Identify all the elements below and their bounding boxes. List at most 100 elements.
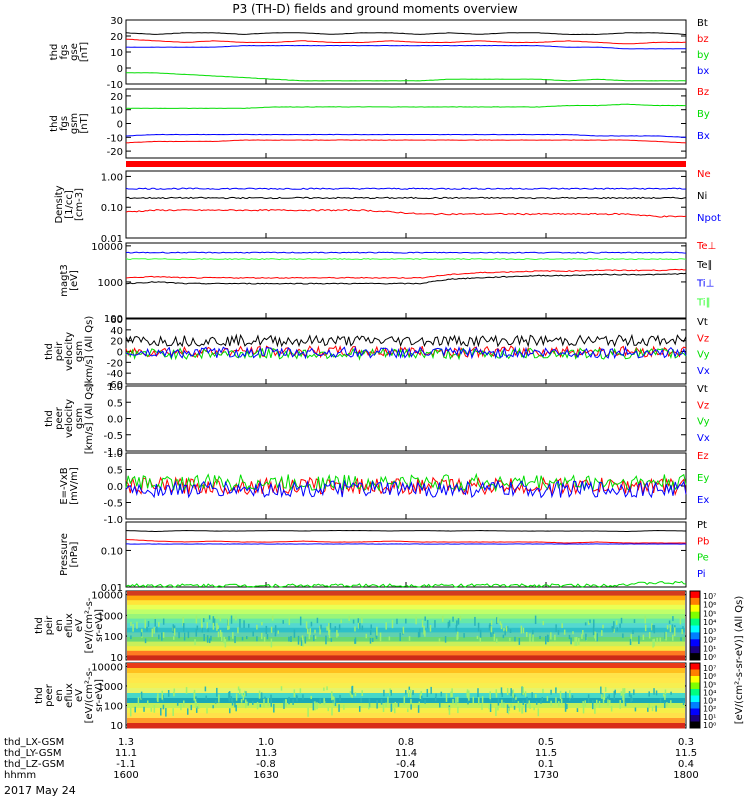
y-tick-label: -0.5 bbox=[103, 499, 123, 510]
spectrogram-noise bbox=[651, 623, 653, 631]
spectrogram-noise bbox=[457, 696, 459, 703]
spectrogram-noise bbox=[490, 620, 493, 626]
x-axis-value: -0.4 bbox=[396, 759, 416, 770]
y-tick-label: -60 bbox=[107, 380, 123, 391]
legend-ey: Ey bbox=[697, 473, 709, 484]
spectrogram-noise bbox=[554, 634, 556, 641]
y-axis-label: thd bbox=[34, 617, 45, 634]
spectrogram-noise bbox=[394, 702, 397, 707]
spectrogram-noise bbox=[153, 627, 155, 634]
spectrogram-noise bbox=[237, 627, 239, 634]
spectrogram-noise bbox=[421, 695, 423, 701]
y-tick-label: 0.0 bbox=[107, 482, 123, 493]
y-axis-label: en bbox=[54, 689, 65, 702]
spectrogram-noise bbox=[424, 616, 426, 621]
spectrogram-noise bbox=[559, 690, 562, 700]
colorbar-tick-label: 10⁰ bbox=[703, 653, 716, 662]
colorbar-tick-label: 10⁷ bbox=[703, 664, 716, 673]
spectrogram-noise bbox=[512, 689, 514, 698]
spectrogram-noise bbox=[613, 621, 615, 629]
spectrogram-noise bbox=[614, 689, 616, 695]
y-axis-label: velocity bbox=[64, 332, 75, 371]
y-tick-label: -20 bbox=[107, 147, 123, 158]
spectrogram-noise bbox=[156, 626, 158, 633]
spectrogram-noise bbox=[314, 629, 316, 634]
y-tick-label: 1000 bbox=[98, 611, 123, 622]
y-axis-label: eflux bbox=[64, 683, 75, 708]
spectrogram-noise bbox=[555, 697, 557, 704]
spectrogram-noise bbox=[134, 706, 136, 713]
legend-ez: Ez bbox=[697, 451, 709, 462]
y-tick-label: 100 bbox=[104, 701, 123, 712]
spectrogram-noise bbox=[271, 615, 274, 621]
spectrogram-noise bbox=[260, 632, 263, 640]
legend-ne: Ne bbox=[697, 169, 711, 180]
spectrogram-noise bbox=[270, 638, 273, 648]
spectrogram-noise bbox=[520, 625, 523, 634]
spectrogram-noise bbox=[391, 702, 394, 711]
spectrogram-noise bbox=[162, 632, 165, 638]
spectrogram-noise bbox=[326, 686, 328, 691]
spectrogram-band bbox=[127, 646, 685, 652]
spectrogram-noise bbox=[197, 703, 200, 709]
spectrogram-noise bbox=[241, 636, 244, 641]
x-axis-row-label: thd_LX-GSM bbox=[4, 737, 64, 748]
spectrogram-noise bbox=[653, 625, 656, 634]
spectrogram-noise bbox=[497, 706, 499, 711]
y-axis-label: thd bbox=[44, 410, 55, 427]
spectrogram-noise bbox=[245, 691, 247, 697]
spectrogram-noise bbox=[672, 634, 674, 641]
spectrogram-noise bbox=[137, 697, 140, 706]
spectrogram-noise bbox=[235, 704, 237, 712]
spectrogram-noise bbox=[662, 693, 665, 697]
spectrogram-noise bbox=[435, 693, 437, 697]
legend-ni: Ni bbox=[697, 191, 707, 202]
spectrogram-noise bbox=[506, 626, 509, 632]
spectrogram-noise bbox=[582, 706, 585, 714]
spectrogram-noise bbox=[644, 624, 647, 632]
spectrogram-noise bbox=[358, 620, 360, 629]
spectrogram-noise bbox=[402, 626, 405, 634]
spectrogram-noise bbox=[669, 625, 672, 633]
spectrogram-noise bbox=[510, 688, 512, 697]
spectrogram-noise bbox=[376, 700, 378, 709]
spectrogram-noise bbox=[256, 636, 258, 642]
spectrogram-noise bbox=[578, 638, 580, 645]
spectrogram-noise bbox=[679, 616, 682, 625]
spectrogram-noise bbox=[620, 617, 623, 624]
spectrogram-noise bbox=[540, 700, 542, 704]
spectrogram-noise bbox=[513, 705, 516, 710]
spectrogram-noise bbox=[274, 633, 277, 637]
spectrogram-noise bbox=[569, 690, 571, 699]
spectrogram-noise bbox=[351, 685, 354, 695]
y-tick-label: -20 bbox=[107, 358, 123, 369]
spectrogram-noise bbox=[140, 632, 143, 637]
spectrogram-noise bbox=[405, 690, 407, 695]
spectrogram-noise bbox=[585, 633, 587, 641]
spectrogram-noise bbox=[195, 706, 198, 713]
spectrogram-noise bbox=[506, 704, 509, 713]
spectrogram-noise bbox=[228, 625, 230, 630]
spectrogram-noise bbox=[288, 617, 291, 626]
spectrogram-noise bbox=[426, 688, 429, 697]
spectrogram-noise bbox=[204, 686, 207, 692]
x-axis-value: 1600 bbox=[113, 770, 138, 781]
spectrogram-noise bbox=[144, 638, 147, 644]
spectrogram-noise bbox=[561, 623, 563, 628]
spectrogram-noise bbox=[594, 704, 596, 714]
spectrogram-noise bbox=[242, 695, 245, 701]
spectrogram-noise bbox=[623, 688, 626, 694]
series-line-ni bbox=[125, 196, 687, 200]
spectrogram-noise bbox=[228, 636, 230, 641]
spectrogram-noise bbox=[680, 637, 682, 642]
spectrogram-noise bbox=[354, 626, 356, 632]
y-tick-label: 0 bbox=[117, 348, 123, 359]
spectrogram-noise bbox=[488, 703, 491, 710]
spectrogram-noise bbox=[334, 626, 337, 632]
spectrogram-noise bbox=[206, 635, 209, 643]
spectrogram-noise bbox=[161, 690, 163, 700]
spectrogram-noise bbox=[245, 699, 247, 709]
spectrogram-noise bbox=[528, 700, 530, 708]
spectrogram-noise bbox=[457, 706, 459, 714]
